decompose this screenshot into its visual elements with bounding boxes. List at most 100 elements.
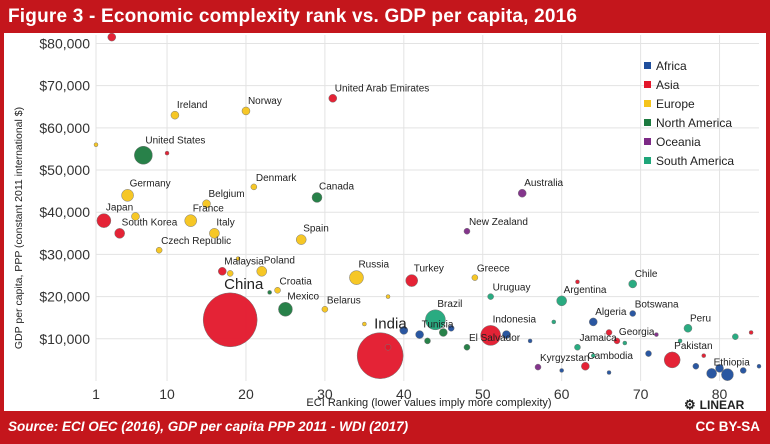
data-point	[502, 330, 511, 339]
data-point	[463, 227, 471, 235]
point-label: Italy	[216, 217, 234, 228]
scatter-chart: $10,000 $20,000 $30,000 $40,000 $50,000 $60,0…	[39, 33, 762, 402]
data-point	[692, 362, 700, 370]
point-label: Algeria	[595, 307, 627, 318]
y-tick-label: $10,000	[39, 331, 90, 347]
data-point	[589, 317, 598, 327]
data-point	[628, 279, 637, 289]
data-point	[328, 94, 338, 103]
legend-label: Asia	[656, 78, 680, 92]
y-tick-label: $60,000	[39, 120, 90, 136]
point-label: Mexico	[287, 291, 319, 302]
data-point	[256, 266, 267, 277]
data-point	[591, 353, 596, 358]
y-tick-label: $70,000	[39, 78, 90, 94]
point-label: Pakistan	[674, 341, 712, 352]
data-point	[721, 368, 734, 381]
data-point	[606, 370, 612, 375]
data-point	[622, 340, 628, 346]
data-point	[556, 295, 567, 307]
data-point	[559, 368, 564, 373]
point-label: United States	[145, 135, 205, 146]
data-point	[267, 290, 272, 295]
data-point	[527, 338, 533, 344]
data-point	[425, 309, 446, 331]
data-point	[534, 363, 542, 371]
data-point	[605, 329, 613, 336]
point-label: China	[224, 276, 264, 293]
point-label: Germany	[130, 178, 171, 189]
data-point	[701, 353, 706, 358]
point-label: Norway	[248, 96, 282, 107]
data-point	[218, 267, 227, 276]
data-point	[677, 338, 683, 344]
legend-swatch	[644, 119, 651, 126]
data-point	[241, 106, 251, 116]
x-tick-label: 80	[712, 386, 728, 402]
data-point	[517, 188, 527, 198]
data-point	[663, 351, 681, 369]
x-tick-label: 60	[554, 386, 570, 402]
point-label: Botswana	[635, 299, 679, 310]
data-point	[415, 330, 424, 339]
point-label: Malaysia	[224, 256, 264, 267]
y-tick-label: $40,000	[39, 204, 90, 220]
data-point	[613, 337, 621, 345]
data-point	[202, 292, 258, 348]
legend-swatch	[644, 81, 651, 88]
x-tick-label: 20	[238, 386, 254, 402]
data-point	[155, 246, 163, 254]
data-point	[134, 146, 153, 165]
data-point	[645, 350, 652, 357]
license-note: CC BY-SA	[695, 419, 760, 434]
data-point	[683, 324, 693, 333]
data-point	[278, 302, 293, 317]
point-label: Greece	[477, 264, 510, 275]
x-axis-title: ECI Ranking (lower values imply more com…	[306, 397, 552, 409]
legend-label: South America	[656, 154, 734, 168]
data-point	[405, 274, 418, 287]
data-point	[321, 306, 329, 313]
point-label: Poland	[264, 255, 295, 266]
data-point	[384, 343, 392, 351]
data-point	[164, 150, 170, 156]
x-tick-label: 10	[159, 386, 175, 402]
data-point	[574, 343, 581, 351]
point-label: Czech Republic	[161, 236, 231, 247]
data-point	[93, 142, 99, 147]
data-point	[96, 213, 112, 228]
point-label: Peru	[690, 313, 711, 324]
data-point	[629, 310, 636, 317]
data-point	[706, 368, 717, 379]
gear-icon: ⚙	[684, 397, 696, 412]
y-axis-title-wrap: GDP per capita, PPP (constant 2011 inter…	[10, 63, 28, 393]
legend-label: Africa	[656, 59, 687, 73]
point-label: El Salvador	[469, 333, 521, 344]
x-tick-label: 70	[633, 386, 649, 402]
data-point	[209, 228, 220, 239]
point-label: Spain	[303, 224, 329, 235]
data-point	[463, 343, 471, 351]
point-label: France	[193, 204, 225, 215]
data-point	[715, 364, 724, 373]
y-axis-title: GDP per capita, PPP (constant 2011 inter…	[13, 106, 25, 350]
data-point	[654, 332, 659, 337]
data-point	[226, 270, 234, 277]
point-label: Canada	[319, 181, 354, 192]
point-label: Indonesia	[493, 314, 537, 325]
point-label: Denmark	[256, 173, 298, 184]
data-point	[356, 332, 404, 379]
point-label: Ethiopia	[714, 357, 751, 368]
y-tick-label: $20,000	[39, 289, 90, 305]
x-tick-label: 1	[92, 386, 100, 402]
data-point	[581, 361, 590, 371]
x-tick-label: 30	[317, 386, 333, 402]
data-point	[748, 330, 754, 335]
data-point	[739, 367, 747, 374]
point-label: Kyrgyzstan	[540, 353, 589, 364]
data-point	[311, 192, 323, 203]
legend-swatch	[644, 138, 651, 145]
data-point	[131, 212, 140, 221]
point-label: India	[374, 316, 407, 333]
